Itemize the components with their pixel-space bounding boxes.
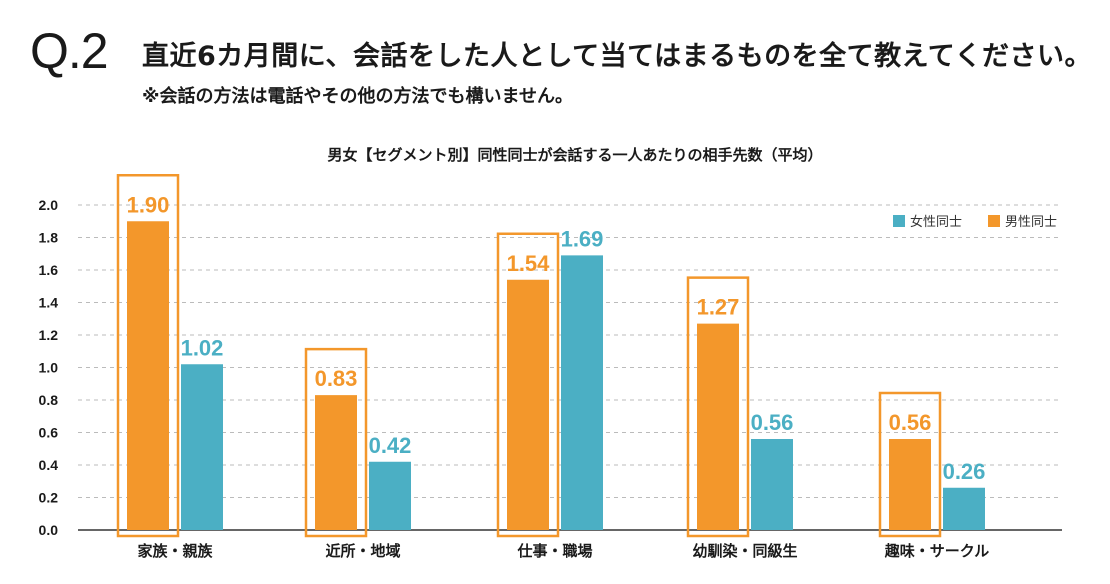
data-label-female: 1.69 bbox=[561, 226, 604, 251]
y-tick-label: 2.0 bbox=[39, 197, 59, 213]
legend-label: 男性同士 bbox=[1005, 215, 1057, 230]
data-label-female: 0.56 bbox=[751, 410, 794, 435]
legend-label: 女性同士 bbox=[910, 214, 962, 230]
legend-swatch bbox=[988, 215, 1000, 227]
data-label-female: 0.26 bbox=[943, 459, 986, 484]
highlight-box bbox=[686, 276, 750, 538]
data-label-male: 1.54 bbox=[507, 251, 551, 276]
category-label: 幼馴染・同級生 bbox=[692, 542, 797, 560]
bar-female bbox=[181, 364, 223, 530]
category-label: 趣味・サークル bbox=[884, 542, 990, 560]
bar-female bbox=[369, 461, 411, 530]
bar-male bbox=[697, 323, 739, 530]
y-tick-label: 1.4 bbox=[39, 295, 59, 311]
highlight-box bbox=[496, 232, 560, 538]
bar-male bbox=[889, 439, 931, 530]
question-number: Q.2 bbox=[30, 23, 109, 79]
data-label-male: 0.56 bbox=[889, 410, 932, 435]
y-tick-label: 0.4 bbox=[39, 457, 59, 473]
y-tick-label: 1.2 bbox=[39, 327, 59, 343]
chart-title: 男女【セグメント別】同性同士が会話する一人あたりの相手先数（平均） bbox=[327, 146, 822, 164]
y-tick-label: 0.0 bbox=[39, 522, 59, 538]
highlight-boxes bbox=[116, 174, 942, 538]
legend: 女性同士 男性同士 bbox=[893, 214, 1057, 230]
legend-swatch bbox=[893, 215, 905, 227]
highlight-box bbox=[304, 347, 368, 538]
bar-female bbox=[561, 255, 603, 530]
bar-male bbox=[507, 279, 549, 530]
y-tick-label: 0.8 bbox=[39, 392, 59, 408]
highlight-box bbox=[116, 174, 180, 538]
bar-female bbox=[943, 487, 985, 530]
y-tick-label: 1.0 bbox=[39, 360, 59, 376]
y-tick-label: 1.6 bbox=[39, 262, 59, 278]
data-label-male: 0.83 bbox=[315, 366, 358, 391]
category-labels: 家族・親族 近所・地域 仕事・職場 幼馴染・同級生 趣味・サークル bbox=[137, 542, 989, 560]
y-tick-label: 1.8 bbox=[39, 230, 59, 246]
category-label: 家族・親族 bbox=[137, 542, 213, 560]
data-labels: 1.90 1.02 0.83 0.42 1.54 1.69 1.27 0.56 0.56 0.26 bbox=[127, 192, 986, 484]
data-label-male: 1.90 bbox=[127, 192, 170, 217]
bars bbox=[127, 221, 985, 530]
bar-male bbox=[315, 395, 357, 530]
data-label-male: 1.27 bbox=[697, 295, 740, 320]
category-label: 仕事・職場 bbox=[516, 542, 592, 560]
category-label: 近所・地域 bbox=[325, 542, 400, 560]
y-tick-label: 0.2 bbox=[39, 490, 59, 506]
question-note: ※会話の方法は電話やその他の方法でも構いません。 bbox=[142, 86, 573, 107]
y-tick-label: 0.6 bbox=[39, 425, 59, 441]
bar-female bbox=[751, 439, 793, 530]
y-axis-ticks: 0.0 0.2 0.4 0.6 0.8 1.0 1.2 1.4 1.6 1.8 2.0 bbox=[39, 197, 59, 538]
data-label-female: 1.02 bbox=[181, 335, 224, 360]
data-label-female: 0.42 bbox=[369, 433, 412, 458]
highlight-box bbox=[878, 391, 942, 538]
question-text: 直近6カ月間に、会話をした人として当てはまるものを全て教えてください。 bbox=[142, 41, 1092, 72]
bar-male bbox=[127, 221, 169, 530]
